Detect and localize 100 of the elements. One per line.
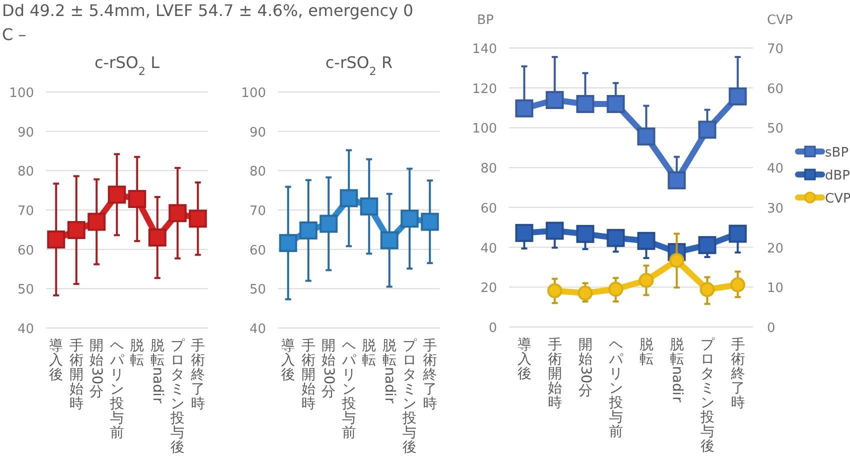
point bbox=[700, 282, 715, 298]
point bbox=[608, 282, 624, 297]
point bbox=[546, 222, 564, 240]
x-tick-label: プロタミン投与後 bbox=[402, 338, 418, 456]
legend-label: sBP bbox=[825, 146, 849, 160]
x-tick-label: 開始30分 bbox=[577, 337, 594, 399]
y-tick-label: 40 bbox=[17, 322, 34, 337]
y-tick-label: 90 bbox=[249, 125, 266, 140]
x-tick-label: 手術開始時 bbox=[548, 337, 562, 411]
x-tick-label: 脱転nadir bbox=[668, 337, 685, 402]
point bbox=[638, 272, 654, 288]
y-tick-label: 60 bbox=[249, 243, 266, 258]
y-tick-label: 80 bbox=[17, 164, 34, 180]
x-tick-label: ヘパリン投与前 bbox=[340, 338, 357, 441]
y-tick-label: 100 bbox=[9, 86, 34, 101]
y2-tick-label: 40 bbox=[767, 162, 784, 177]
y2-axis-title: CVP bbox=[767, 13, 793, 28]
point bbox=[669, 252, 684, 268]
point bbox=[299, 221, 318, 240]
y2-tick-label: 60 bbox=[767, 82, 784, 97]
chart-title: c-rSO$_{2}$ R bbox=[325, 53, 393, 78]
y-tick-label: 100 bbox=[241, 86, 266, 101]
y2-tick-label: 0 bbox=[767, 321, 776, 336]
point bbox=[279, 234, 298, 252]
point bbox=[606, 228, 625, 247]
y-tick-label: 90 bbox=[17, 125, 34, 140]
point bbox=[547, 283, 562, 298]
y-tick-label: 120 bbox=[472, 82, 497, 97]
text: Dd 49.2 ± 5.4mm, LVEF 54.7 ± 4.6%, emergency 0 bbox=[2, 1, 414, 20]
y2-tick-label: 10 bbox=[767, 281, 784, 296]
point bbox=[88, 212, 106, 231]
point bbox=[420, 212, 439, 231]
x-tick-label: 手術開始時 bbox=[69, 338, 84, 412]
y-tick-label: 60 bbox=[17, 243, 34, 258]
x-tick-label: ヘパリン投与前 bbox=[608, 337, 624, 440]
y2-tick-label: 50 bbox=[767, 122, 784, 137]
y-tick-label: 50 bbox=[249, 282, 266, 298]
point bbox=[515, 224, 534, 242]
y-tick-label: 80 bbox=[249, 164, 266, 180]
legend-label: dBP bbox=[825, 168, 850, 184]
point bbox=[47, 230, 66, 248]
y-tick-label: 140 bbox=[472, 42, 497, 57]
y2-tick-label: 70 bbox=[767, 42, 784, 57]
point bbox=[668, 171, 686, 190]
point bbox=[578, 286, 593, 301]
point bbox=[340, 189, 358, 208]
x-tick-label: 開始30分 bbox=[88, 338, 105, 400]
y-tick-label: 40 bbox=[480, 241, 497, 256]
text: C – bbox=[2, 25, 26, 44]
x-tick-label: ヘパリン投与前 bbox=[108, 338, 125, 441]
point bbox=[728, 87, 747, 106]
point bbox=[637, 127, 656, 146]
legend-label: CVP bbox=[825, 192, 850, 206]
point bbox=[698, 236, 716, 254]
y2-tick-label: 30 bbox=[767, 201, 784, 216]
point bbox=[400, 210, 419, 228]
point bbox=[606, 95, 625, 113]
point bbox=[698, 120, 716, 139]
x-tick-label: 手術開始時 bbox=[301, 338, 316, 412]
point bbox=[188, 210, 207, 228]
x-tick-label: 手術終了時 bbox=[190, 338, 205, 412]
y-tick-label: 70 bbox=[249, 204, 266, 219]
y-tick-label: 100 bbox=[472, 122, 497, 137]
chart-title: c-rSO$_{2}$ L bbox=[94, 53, 160, 78]
point bbox=[637, 232, 656, 250]
point bbox=[576, 95, 594, 113]
x-tick-label: 導入後 bbox=[49, 338, 64, 383]
point bbox=[320, 214, 338, 233]
y-tick-label: 70 bbox=[17, 204, 34, 219]
point bbox=[128, 190, 146, 208]
point bbox=[108, 186, 126, 204]
x-tick-label: 手術終了時 bbox=[422, 338, 437, 412]
x-tick-label: 導入後 bbox=[517, 337, 532, 382]
point bbox=[730, 277, 746, 292]
x-tick-label: 脱転nadir bbox=[149, 338, 166, 404]
point bbox=[148, 228, 166, 247]
y-tick-label: 20 bbox=[480, 281, 497, 296]
point bbox=[515, 99, 534, 118]
x-tick-label: 脱転 bbox=[639, 337, 654, 368]
y-tick-label: 0 bbox=[488, 321, 497, 336]
y-axis-title: BP bbox=[477, 13, 494, 28]
x-tick-label: 導入後 bbox=[281, 338, 296, 383]
x-tick-label: プロタミン投与後 bbox=[170, 338, 186, 456]
y-tick-label: 40 bbox=[249, 322, 266, 337]
x-tick-label: 手術終了時 bbox=[730, 337, 745, 411]
point bbox=[360, 197, 378, 216]
x-tick-label: 脱転nadir bbox=[381, 338, 398, 404]
x-tick-label: プロタミン投与後 bbox=[699, 337, 716, 454]
y2-tick-label: 20 bbox=[767, 241, 784, 256]
point bbox=[67, 221, 86, 240]
y-tick-label: 60 bbox=[480, 201, 497, 216]
x-tick-label: 開始30分 bbox=[320, 338, 337, 400]
x-tick-label: 脱転 bbox=[362, 338, 376, 368]
point bbox=[168, 204, 187, 222]
point bbox=[380, 231, 398, 250]
y-tick-label: 80 bbox=[480, 162, 497, 177]
x-tick-label: 脱転 bbox=[130, 338, 144, 368]
point bbox=[546, 91, 564, 110]
point bbox=[728, 224, 747, 243]
point bbox=[576, 224, 594, 243]
